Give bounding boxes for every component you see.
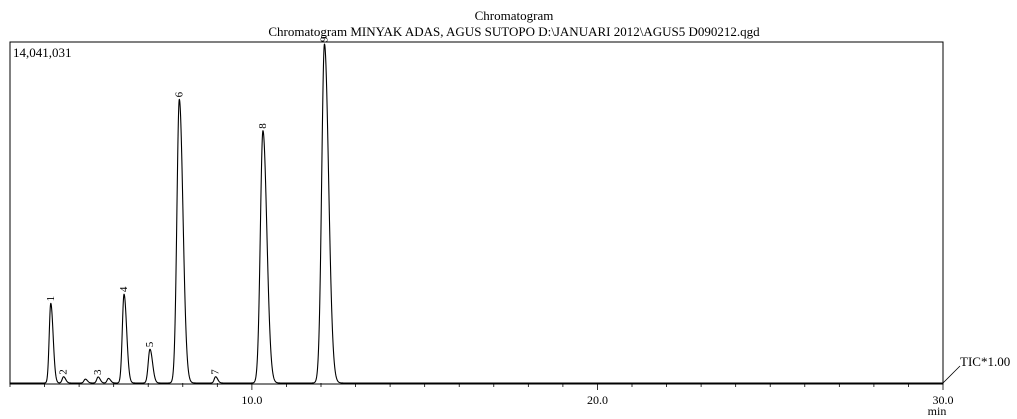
chart-title: Chromatogram <box>475 8 554 23</box>
x-tick-label: 30.0 <box>933 393 954 407</box>
x-axis: 10.0 20.0 30.0 <box>9 383 954 407</box>
trace-label-leader <box>942 365 961 384</box>
peak-label-9: 9 <box>318 36 330 42</box>
peak-label-5: 5 <box>144 341 156 347</box>
trace-label: TIC*1.00 <box>960 354 1010 369</box>
chart-subtitle: Chromatogram MINYAK ADAS, AGUS SUTOPO D:… <box>268 24 760 39</box>
x-tick-label: 10.0 <box>241 393 262 407</box>
peak-label-1: 1 <box>45 296 57 302</box>
plot-frame <box>9 41 944 385</box>
peak-label-4: 4 <box>118 286 130 292</box>
peak-label-6: 6 <box>173 91 185 97</box>
x-tick-label: 20.0 <box>587 393 608 407</box>
max-intensity-label: 14,041,031 <box>13 45 72 60</box>
peak-label-8: 8 <box>257 123 269 129</box>
peak-label-7: 7 <box>210 369 222 375</box>
tic-trace-line <box>9 43 944 384</box>
x-axis-label: min <box>928 404 947 418</box>
peak-label-3: 3 <box>92 369 104 375</box>
peak-labels: 1 2 3 4 5 6 7 8 9 <box>45 36 331 375</box>
peak-label-2: 2 <box>58 369 70 375</box>
